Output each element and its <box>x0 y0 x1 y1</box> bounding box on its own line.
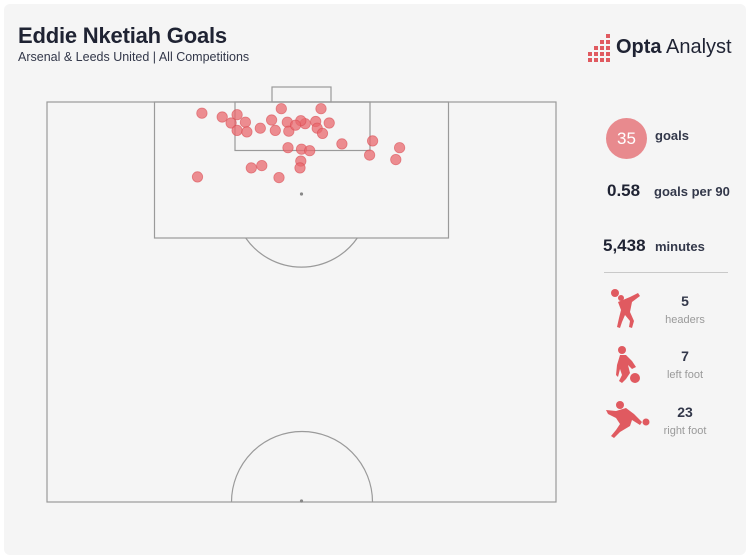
goals-per-90-label: goals per 90 <box>654 184 730 199</box>
goals-per-90-value: 0.58 <box>607 181 641 200</box>
brand-bold: Opta <box>616 36 662 58</box>
goal-dot <box>336 138 348 150</box>
headers-label: headers <box>665 314 705 326</box>
goal-dot <box>254 122 266 134</box>
left-foot-label: left foot <box>666 369 704 381</box>
goal-dots <box>191 103 406 184</box>
goals-label: goals <box>655 128 689 143</box>
goal-dot <box>315 103 327 115</box>
goal-dot <box>245 162 257 174</box>
goal-dot <box>390 154 402 166</box>
header-player-icon <box>611 289 640 328</box>
centre-spot <box>299 499 304 503</box>
goal-dot <box>191 171 204 183</box>
goal-dot <box>241 126 253 138</box>
goal-dot <box>239 116 251 128</box>
opta-analyst-wordmark: Opta Analyst <box>616 36 732 59</box>
goal-dot <box>269 124 281 136</box>
graphic-frame <box>4 4 746 555</box>
centre-circle-arc <box>230 430 374 503</box>
goal-dot <box>289 119 302 131</box>
goal-dot <box>282 142 294 154</box>
goal-dot <box>231 109 243 121</box>
goal-dot <box>316 127 329 139</box>
goals-count-circle: 35 <box>606 118 647 159</box>
goal <box>271 86 332 103</box>
goal-dot <box>231 124 243 136</box>
opta-logo-icon <box>588 34 610 62</box>
chart-title: Eddie Nketiah Goals <box>18 23 227 48</box>
chart-subtitle: Arsenal & Leeds United | All Competition… <box>18 50 250 64</box>
right-foot-label: right foot <box>663 425 707 437</box>
minutes-label: minutes <box>655 239 705 254</box>
headers-count: 5 <box>681 293 689 309</box>
goal-dot <box>363 149 376 161</box>
goal-dot <box>275 103 287 115</box>
goal-dot <box>294 162 306 174</box>
goal-dot <box>393 142 406 154</box>
goal-dot <box>304 145 316 157</box>
minutes-value: 5,438 <box>603 236 646 255</box>
goal-dot <box>265 114 278 126</box>
stats-divider <box>604 272 728 273</box>
brand-light: Analyst <box>666 36 732 58</box>
goal-dot <box>366 135 379 147</box>
goal-dot <box>225 117 237 129</box>
pitch-shot-map <box>46 86 557 503</box>
goal-dot <box>323 117 335 129</box>
penalty-arc <box>245 237 358 268</box>
goal-dot <box>273 172 285 184</box>
penalty-spot <box>299 192 304 196</box>
left-foot-count: 7 <box>681 348 689 364</box>
right-foot-count: 23 <box>677 404 693 420</box>
goal-dot <box>216 111 228 123</box>
goal-dot <box>196 107 208 119</box>
right-foot-player-icon <box>606 401 650 438</box>
goal-dot <box>256 160 268 172</box>
left-foot-player-icon <box>616 346 640 383</box>
